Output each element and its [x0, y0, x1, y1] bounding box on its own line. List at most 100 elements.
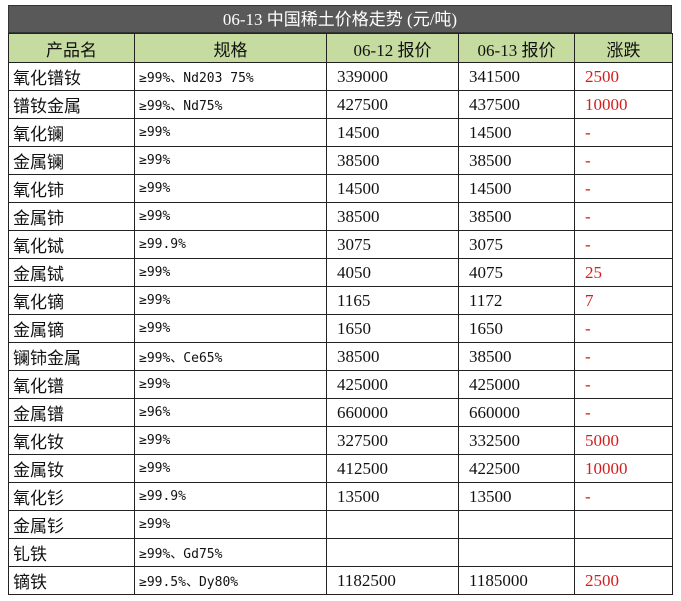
price-table: 产品名 规格 06-12 报价 06-13 报价 涨跌 氧化镨钕 ≥99%、Nd203 75…	[8, 33, 673, 595]
table-cell: 14500	[458, 118, 575, 147]
table-cell: ≥99%、Ce65%	[134, 342, 327, 371]
table-cell: -	[574, 146, 673, 175]
table-cell: 341500	[458, 62, 575, 91]
table-cell	[326, 510, 459, 539]
table-cell: 金属铽	[8, 258, 135, 287]
table-cell: ≥99%、Nd75%	[134, 90, 327, 119]
table-cell: 339000	[326, 62, 459, 91]
header-cell: 规格	[134, 33, 327, 63]
table-cell: 4075	[458, 258, 575, 287]
table-row: 金属钕 ≥99% 412500 422500 10000	[8, 454, 673, 483]
header-cell: 06-13 报价	[458, 33, 575, 63]
table-cell: 金属铈	[8, 202, 135, 231]
table-cell	[458, 538, 575, 567]
table-cell: 10000	[574, 90, 673, 119]
table-cell: ≥99%	[134, 118, 327, 147]
table-cell: -	[574, 398, 673, 427]
table-cell	[458, 510, 575, 539]
table-cell: ≥99%	[134, 314, 327, 343]
table-cell: 1182500	[326, 566, 459, 595]
price-table-block: 06-13 中国稀土价格走势 (元/吨) 产品名 规格 06-12 报价 06-13 …	[8, 5, 673, 595]
table-row: 镧铈金属 ≥99%、Ce65% 38500 38500-	[8, 342, 673, 371]
table-cell: 钆铁	[8, 538, 135, 567]
table-cell: 金属钕	[8, 454, 135, 483]
header-cell: 涨跌	[574, 33, 673, 63]
table-cell: ≥99%	[134, 202, 327, 231]
table-cell: ≥99%、Gd75%	[134, 538, 327, 567]
table-row: 氧化镝 ≥99% 1165 1172 7	[8, 286, 673, 315]
table-cell: 氧化铈	[8, 174, 135, 203]
table-row: 金属铽 ≥99% 4050 4075 25	[8, 258, 673, 287]
table-cell: 氧化钕	[8, 426, 135, 455]
header-row: 产品名 规格 06-12 报价 06-13 报价 涨跌	[8, 33, 673, 63]
table-cell: 氧化镨	[8, 370, 135, 399]
table-cell: 3075	[458, 230, 575, 259]
table-cell: 1172	[458, 286, 575, 315]
table-cell: 氧化钐	[8, 482, 135, 511]
table-cell: 1650	[458, 314, 575, 343]
table-cell: ≥96%	[134, 398, 327, 427]
table-row: 金属铈 ≥99% 38500 38500-	[8, 202, 673, 231]
table-cell: -	[574, 370, 673, 399]
header-cell: 产品名	[8, 33, 135, 63]
table-cell: 332500	[458, 426, 575, 455]
table-cell: -	[574, 230, 673, 259]
table-cell: ≥99%	[134, 286, 327, 315]
table-cell: -	[574, 202, 673, 231]
table-cell: 14500	[458, 174, 575, 203]
table-row: 镨钕金属 ≥99%、Nd75% 427500 437500 10000	[8, 90, 673, 119]
table-cell: ≥99%	[134, 258, 327, 287]
table-cell: 2500	[574, 566, 673, 595]
table-cell: 422500	[458, 454, 575, 483]
table-cell: 4050	[326, 258, 459, 287]
table-cell: 氧化铽	[8, 230, 135, 259]
table-cell: 金属镝	[8, 314, 135, 343]
table-cell: 14500	[326, 118, 459, 147]
table-cell: 437500	[458, 90, 575, 119]
table-cell: 1650	[326, 314, 459, 343]
table-row: 氧化铈 ≥99% 14500 14500-	[8, 174, 673, 203]
table-cell: 金属镨	[8, 398, 135, 427]
table-row: 氧化钐 ≥99.9% 13500 13500-	[8, 482, 673, 511]
header-cell: 06-12 报价	[326, 33, 459, 63]
table-cell: ≥99%	[134, 146, 327, 175]
table-row: 镝铁 ≥99.5%、Dy80% 1182500 1185000 2500	[8, 566, 673, 595]
table-row: 钆铁 ≥99%、Gd75%	[8, 538, 673, 567]
table-cell: -	[574, 118, 673, 147]
table-cell: 金属镧	[8, 146, 135, 175]
table-cell: 1185000	[458, 566, 575, 595]
table-row: 金属镧 ≥99% 38500 38500-	[8, 146, 673, 175]
table-cell: ≥99.5%、Dy80%	[134, 566, 327, 595]
table-cell: ≥99%、Nd203 75%	[134, 62, 327, 91]
table-cell	[574, 510, 673, 539]
table-cell: 38500	[326, 202, 459, 231]
table-cell: 3075	[326, 230, 459, 259]
table-cell: 氧化镝	[8, 286, 135, 315]
table-cell: 氧化镧	[8, 118, 135, 147]
table-cell: -	[574, 342, 673, 371]
table-row: 金属钐 ≥99%	[8, 510, 673, 539]
table-cell: 38500	[458, 146, 575, 175]
table-cell: 427500	[326, 90, 459, 119]
table-cell: -	[574, 174, 673, 203]
table-cell: 镧铈金属	[8, 342, 135, 371]
table-cell: 425000	[458, 370, 575, 399]
table-cell: 镨钕金属	[8, 90, 135, 119]
table-cell: 425000	[326, 370, 459, 399]
table-cell: 13500	[326, 482, 459, 511]
table-row: 氧化镨钕 ≥99%、Nd203 75% 339000 341500 2500	[8, 62, 673, 91]
table-cell: ≥99%	[134, 454, 327, 483]
table-cell: 10000	[574, 454, 673, 483]
table-row: 氧化镨 ≥99% 425000 425000-	[8, 370, 673, 399]
table-cell: 412500	[326, 454, 459, 483]
table-cell	[574, 538, 673, 567]
table-cell: ≥99.9%	[134, 482, 327, 511]
table-cell: 7	[574, 286, 673, 315]
table-cell: ≥99%	[134, 370, 327, 399]
table-row: 金属镝 ≥99% 1650 1650-	[8, 314, 673, 343]
table-cell: 氧化镨钕	[8, 62, 135, 91]
table-cell: 660000	[458, 398, 575, 427]
table-cell: 1165	[326, 286, 459, 315]
table-cell: 镝铁	[8, 566, 135, 595]
table-cell: 金属钐	[8, 510, 135, 539]
